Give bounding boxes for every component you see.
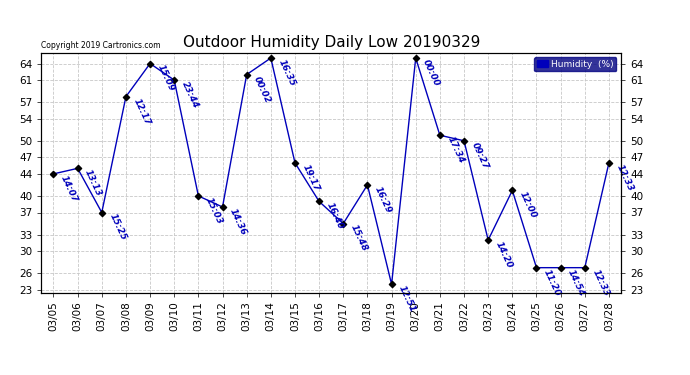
Point bbox=[217, 204, 228, 210]
Text: 00:00: 00:00 bbox=[422, 58, 442, 88]
Text: 14:20: 14:20 bbox=[494, 240, 514, 270]
Point bbox=[410, 55, 421, 61]
Text: 12:00: 12:00 bbox=[518, 190, 538, 220]
Text: 13:13: 13:13 bbox=[83, 168, 104, 198]
Point bbox=[531, 265, 542, 271]
Point bbox=[386, 281, 397, 287]
Point bbox=[241, 72, 252, 78]
Point bbox=[72, 165, 83, 171]
Text: 11:20: 11:20 bbox=[542, 268, 562, 297]
Text: 15:03: 15:03 bbox=[204, 196, 224, 226]
Text: 15:09: 15:09 bbox=[156, 63, 176, 93]
Text: 00:02: 00:02 bbox=[253, 75, 273, 104]
Point bbox=[482, 237, 493, 243]
Text: 12:51: 12:51 bbox=[397, 284, 417, 314]
Point bbox=[338, 220, 348, 226]
Point bbox=[313, 198, 324, 204]
Point bbox=[458, 138, 469, 144]
Text: 09:27: 09:27 bbox=[470, 141, 490, 171]
Point bbox=[362, 182, 373, 188]
Point bbox=[96, 210, 107, 216]
Legend: Humidity  (%): Humidity (%) bbox=[534, 57, 616, 71]
Text: 23:44: 23:44 bbox=[180, 80, 200, 110]
Text: 12:33: 12:33 bbox=[591, 268, 611, 297]
Text: 19:17: 19:17 bbox=[301, 163, 321, 193]
Text: 15:25: 15:25 bbox=[108, 213, 128, 242]
Text: 16:40: 16:40 bbox=[325, 201, 345, 231]
Point bbox=[145, 60, 156, 66]
Text: 14:07: 14:07 bbox=[59, 174, 79, 204]
Point bbox=[168, 77, 179, 83]
Point bbox=[555, 265, 566, 271]
Point bbox=[265, 55, 276, 61]
Text: 12:17: 12:17 bbox=[132, 97, 152, 126]
Point bbox=[603, 160, 614, 166]
Point bbox=[193, 193, 204, 199]
Text: 15:48: 15:48 bbox=[349, 224, 369, 253]
Point bbox=[120, 94, 131, 100]
Point bbox=[289, 160, 300, 166]
Text: 16:35: 16:35 bbox=[277, 58, 297, 88]
Text: 14:36: 14:36 bbox=[228, 207, 248, 237]
Point bbox=[48, 171, 59, 177]
Text: 12:33: 12:33 bbox=[615, 163, 635, 193]
Text: Copyright 2019 Cartronics.com: Copyright 2019 Cartronics.com bbox=[41, 41, 161, 50]
Text: 14:54: 14:54 bbox=[566, 268, 586, 297]
Point bbox=[506, 188, 518, 194]
Title: Outdoor Humidity Daily Low 20190329: Outdoor Humidity Daily Low 20190329 bbox=[183, 35, 480, 50]
Text: 16:29: 16:29 bbox=[373, 185, 393, 214]
Point bbox=[434, 132, 445, 138]
Text: 17:34: 17:34 bbox=[446, 135, 466, 165]
Point bbox=[579, 265, 590, 271]
